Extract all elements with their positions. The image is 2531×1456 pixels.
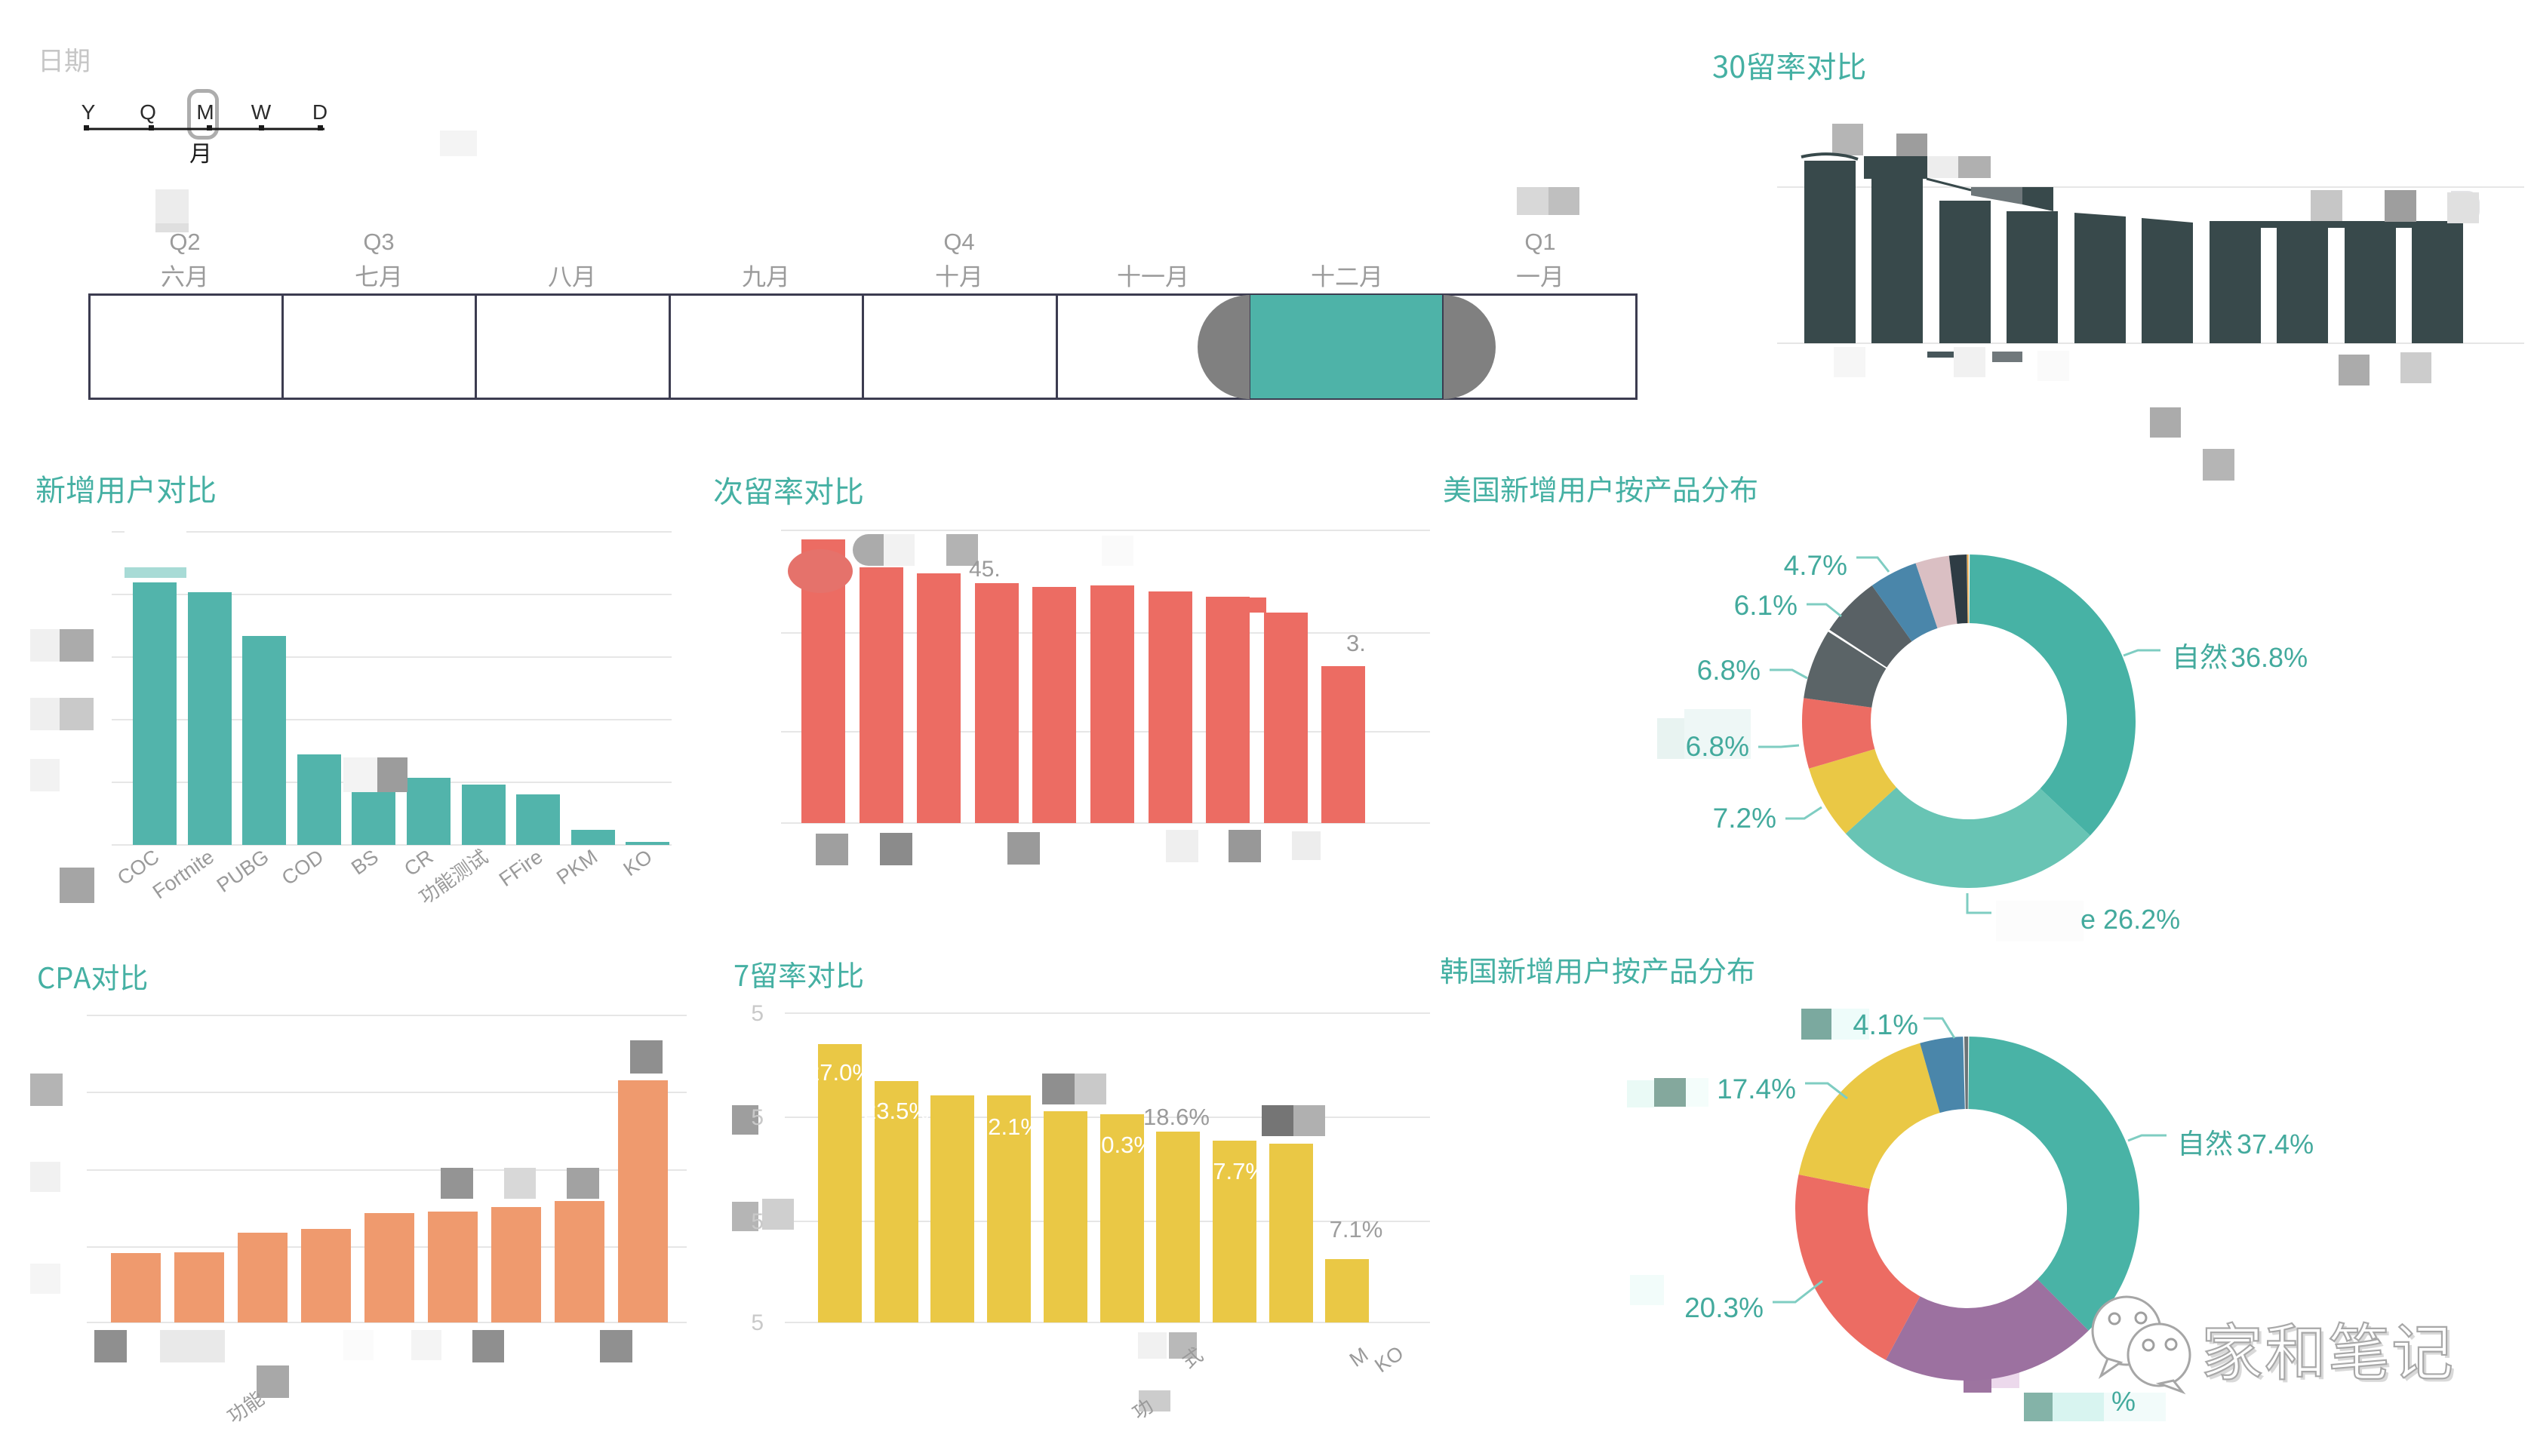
svg-text:18.6%: 18.6% bbox=[1143, 1104, 1210, 1130]
svg-text:20.3%: 20.3% bbox=[1684, 1292, 1764, 1323]
svg-text:%: % bbox=[2111, 1386, 2136, 1417]
svg-text:Q: Q bbox=[140, 100, 156, 124]
svg-text:45.: 45. bbox=[969, 557, 1001, 582]
svg-text:5: 5 bbox=[751, 1209, 764, 1234]
svg-text:KO: KO bbox=[620, 845, 657, 880]
svg-text:17.7%: 17.7% bbox=[1200, 1158, 1266, 1184]
svg-text:20.3%: 20.3% bbox=[1088, 1132, 1155, 1158]
svg-text:Fortnite: Fortnite bbox=[149, 845, 218, 903]
svg-text:17.4%: 17.4% bbox=[1717, 1074, 1796, 1104]
svg-text:PKM: PKM bbox=[552, 845, 601, 889]
svg-text:Q1: Q1 bbox=[1524, 229, 1555, 255]
svg-text:5: 5 bbox=[751, 1310, 764, 1335]
svg-text:27.0%: 27.0% bbox=[807, 1059, 873, 1086]
svg-text:CR: CR bbox=[400, 845, 437, 880]
svg-text:FFire: FFire bbox=[495, 845, 547, 891]
svg-text:M: M bbox=[196, 100, 214, 124]
svg-text:W: W bbox=[251, 100, 272, 124]
svg-text:6.8%: 6.8% bbox=[1686, 731, 1749, 762]
svg-text:Q4: Q4 bbox=[943, 229, 974, 255]
svg-text:3.: 3. bbox=[1346, 630, 1366, 656]
svg-text:M: M bbox=[1345, 1343, 1373, 1371]
svg-text:6.8%: 6.8% bbox=[1697, 655, 1761, 686]
svg-text:7.1%: 7.1% bbox=[1330, 1216, 1383, 1243]
svg-text:23.5%: 23.5% bbox=[863, 1098, 930, 1124]
svg-text:BS: BS bbox=[347, 845, 383, 879]
svg-text:Q2: Q2 bbox=[169, 229, 200, 255]
svg-text:D: D bbox=[312, 100, 328, 124]
svg-text:7.2%: 7.2% bbox=[1713, 803, 1776, 834]
svg-text:PUBG: PUBG bbox=[213, 845, 273, 896]
svg-text:Q3: Q3 bbox=[363, 229, 394, 255]
svg-text:36.8%: 36.8% bbox=[2231, 642, 2308, 673]
svg-text:22.1%: 22.1% bbox=[975, 1114, 1041, 1140]
svg-text:4.1%: 4.1% bbox=[1853, 1009, 1918, 1041]
svg-text:6.1%: 6.1% bbox=[1734, 590, 1798, 621]
svg-text:5: 5 bbox=[751, 1001, 764, 1026]
svg-text:e 26.2%: e 26.2% bbox=[2080, 904, 2180, 935]
svg-text:Y: Y bbox=[81, 100, 96, 124]
svg-text:KO: KO bbox=[1370, 1341, 1407, 1377]
svg-text:4.7%: 4.7% bbox=[1784, 550, 1847, 581]
svg-text:37.4%: 37.4% bbox=[2237, 1129, 2314, 1160]
svg-text:5: 5 bbox=[751, 1105, 764, 1130]
svg-text:COD: COD bbox=[278, 845, 328, 889]
